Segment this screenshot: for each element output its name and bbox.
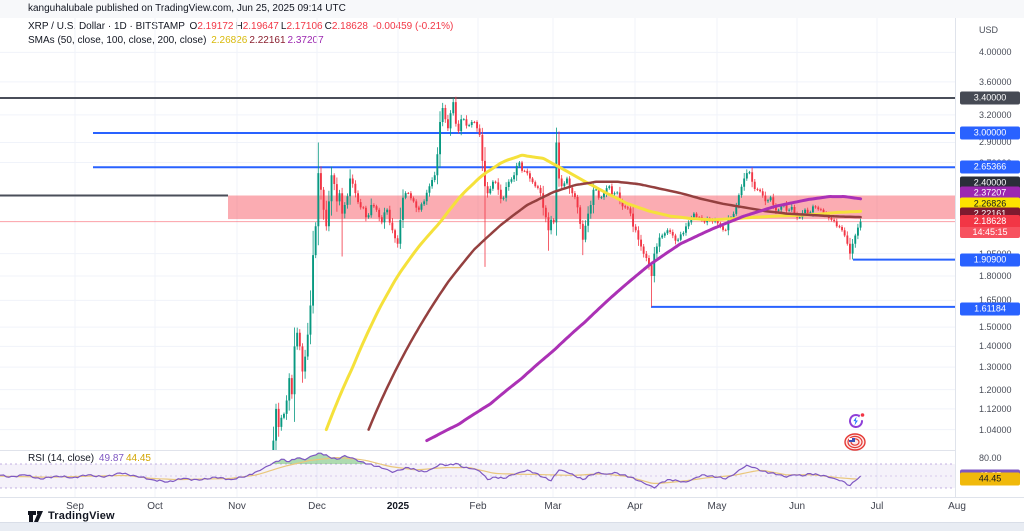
time-tick-Apr: Apr [627,501,643,512]
axis-badge-3.00000: 3.00000 [960,126,1020,140]
axis-badge-1.90900: 1.90900 [960,253,1020,267]
publish-header: kanguhalubale published on TradingView.c… [0,0,1024,18]
price-tick: 3.20000 [979,109,1012,120]
current-price-badge: 2.18628 14:45:15 [960,215,1020,239]
rsi-label: RSI (14, close) [28,453,95,464]
tradingview-mark-icon [28,510,43,522]
axis-badge-2.26826: 2.26826 [960,197,1020,210]
rsi-value: 49.87 [98,453,124,464]
rsi-tick: 80.00 [979,453,1002,463]
time-tick-Sep: Sep [66,501,84,512]
price-tick: 1.12000 [979,403,1012,414]
pane-separator[interactable] [0,450,1024,451]
legend-separator-1: · [107,21,112,32]
symbol-legend[interactable]: XRP / U.S. Dollar · 1D · BITSTAMP O2.191… [28,21,453,32]
ohlc-C: C2.18628 [324,21,368,32]
price-tick: 1.04000 [979,424,1012,435]
time-tick-Jul: Jul [870,501,884,512]
rsi-pane[interactable] [0,450,955,497]
price-tick: 1.30000 [979,362,1012,373]
rsi-legend[interactable]: RSI (14, close) 49.87 44.45 [28,453,151,464]
time-axis[interactable]: Sep Oct Nov Dec 2025 Feb Mar Apr May Jun Jul Aug [0,497,1024,515]
time-tick-Nov: Nov [228,501,246,512]
sma-legend[interactable]: SMAs (50, close, 100, close, 200, close)… [28,35,324,46]
axis-badge-1.61184: 1.61184 [960,302,1020,316]
ohlc-H: H2.19647 [235,21,279,32]
sma-value: 2.37207 [287,35,324,46]
symbol-title: XRP / U.S. Dollar [28,21,106,32]
time-tick-Jun: Jun [788,501,806,512]
time-tick-Oct: Oct [147,501,163,512]
price-tick: 1.40000 [979,341,1012,352]
sma-value: 2.26826 [211,35,248,46]
axis-badge-3.40000: 3.40000 [960,91,1020,105]
lightning-refresh-icon[interactable] [845,410,867,432]
price-tick: 3.60000 [979,76,1012,87]
rsi-badge-44.45: 44.45 [960,472,1020,486]
time-tick-Dec: Dec [308,501,326,512]
price-tick: 1.50000 [979,322,1012,333]
price-tick: 4.00000 [979,47,1012,58]
time-tick-2025: 2025 [386,501,410,512]
price-axis[interactable]: USD4.000003.600003.200002.900002.700001.… [955,18,1024,514]
change-value: -0.00459 (-0.21%) [372,21,454,32]
price-tick: 1.20000 [979,384,1012,395]
bottom-strip [0,522,1024,531]
main-chart-pane[interactable] [0,18,955,450]
price-tick: 2.90000 [979,137,1012,148]
ohlc-values: O2.19172 H2.19647 L2.17106 C2.18628 [188,21,368,32]
brand-name: TradingView [48,510,115,522]
sma-values: 2.26826 2.22161 2.37207 [209,35,323,46]
ohlc-L: L2.17106 [280,21,323,32]
time-tick-Feb: Feb [469,501,487,512]
rsi-values: 49.87 44.45 [97,453,151,464]
axis-unit: USD [979,25,999,35]
ohlc-O: O2.19172 [189,21,234,32]
tradingview-logo[interactable]: TradingView [28,509,115,523]
time-tick-Mar: Mar [544,501,562,512]
legend-separator-2: · [129,21,133,32]
axis-badge-2.40000: 2.40000 [960,176,1020,190]
time-tick-May: May [707,501,727,512]
interval-label: 1D [113,21,127,32]
axis-badge-2.37207: 2.37207 [960,186,1020,200]
rsi-value: 44.45 [125,453,151,464]
sma-label: SMAs (50, close, 100, close, 200, close) [28,35,207,46]
time-tick-Aug: Aug [948,501,966,512]
price-tick: 1.65000 [979,295,1012,306]
sma-value: 2.22161 [249,35,286,46]
axis-badge-2.65366: 2.65366 [960,160,1020,174]
exchange-label: BITSTAMP [135,21,185,32]
flag-sticker-icon[interactable] [843,432,867,452]
price-tick: 1.80000 [979,271,1012,282]
